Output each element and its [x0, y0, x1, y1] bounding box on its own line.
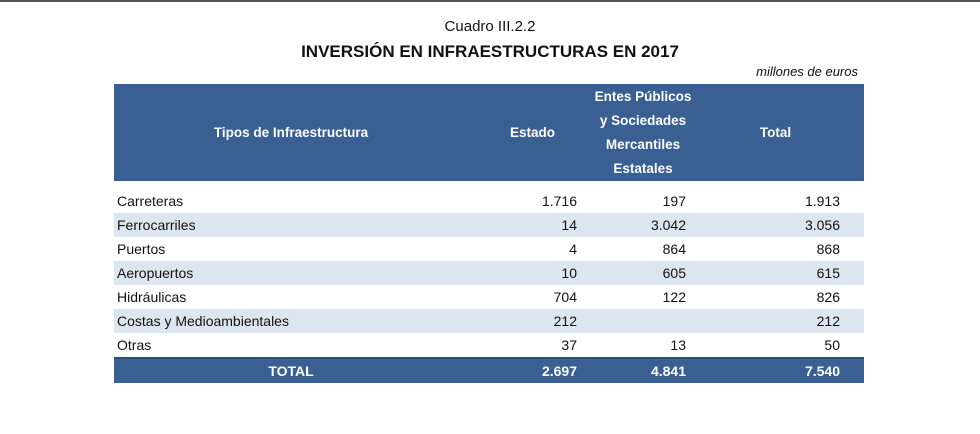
estado-value: 212 [468, 309, 577, 333]
table-row: Ferrocarriles 14 3.042 3.056 [114, 213, 864, 237]
total-value: 615 [709, 261, 864, 285]
row-label: Aeropuertos [114, 261, 468, 285]
table-row: Puertos 4 864 868 [114, 237, 864, 261]
entes-value: 122 [662, 289, 686, 305]
table-row: Aeropuertos 10 605 615 [114, 261, 864, 285]
table-number: Cuadro III.2.2 [444, 18, 536, 35]
table-title: INVERSIÓN EN INFRAESTRUCTURAS EN 2017 [301, 42, 679, 61]
total-value: 7.540 [709, 357, 864, 383]
investment-table: Tipos de Infraestructura Estado Entes Pú… [114, 84, 864, 383]
units-note: millones de euros [756, 64, 858, 79]
estado-value: 37 [561, 337, 577, 353]
row-label: Otras [117, 337, 152, 353]
total-row: TOTAL 2.697 4.841 7.540 [114, 357, 864, 383]
entes-value: 3.042 [577, 213, 709, 237]
estado-value: 704 [553, 289, 577, 305]
row-label: Puertos [117, 241, 166, 257]
total-value: 3.056 [709, 213, 864, 237]
table-row: Otras 37 13 50 [114, 333, 864, 358]
header-row: Tipos de Infraestructura Estado Entes Pú… [114, 84, 864, 181]
entes-value: 4.841 [577, 357, 709, 383]
col-header-estado: Estado [468, 84, 577, 181]
top-border [0, 0, 980, 2]
col-header-total: Total [709, 84, 864, 181]
entes-value: 605 [577, 261, 709, 285]
table-row: Carreteras 1.716 197 1.913 [114, 189, 864, 213]
estado-value: 2.697 [468, 357, 577, 383]
entes-value [577, 309, 709, 333]
total-value: 212 [709, 309, 864, 333]
total-value: 1.913 [804, 193, 840, 209]
table-row: Hidráulicas 704 122 826 [114, 285, 864, 309]
col-header-type: Tipos de Infraestructura [114, 84, 468, 181]
col-header-entes: Entes Públicos y Sociedades Mercantiles … [577, 84, 709, 181]
estado-value: 10 [468, 261, 577, 285]
row-label: TOTAL [114, 357, 468, 383]
row-label: Carreteras [117, 193, 184, 209]
row-label: Ferrocarriles [114, 213, 468, 237]
entes-value: 864 [662, 241, 686, 257]
total-value: 50 [824, 337, 840, 353]
total-value: 868 [816, 241, 840, 257]
entes-value: 197 [662, 193, 686, 209]
table-row: Costas y Medioambientales 212 212 [114, 309, 864, 333]
row-label: Costas y Medioambientales [114, 309, 468, 333]
estado-value: 4 [569, 241, 577, 257]
estado-value: 14 [468, 213, 577, 237]
estado-value: 1.716 [541, 193, 577, 209]
entes-value: 13 [670, 337, 686, 353]
total-value: 826 [816, 289, 840, 305]
row-label: Hidráulicas [117, 289, 187, 305]
